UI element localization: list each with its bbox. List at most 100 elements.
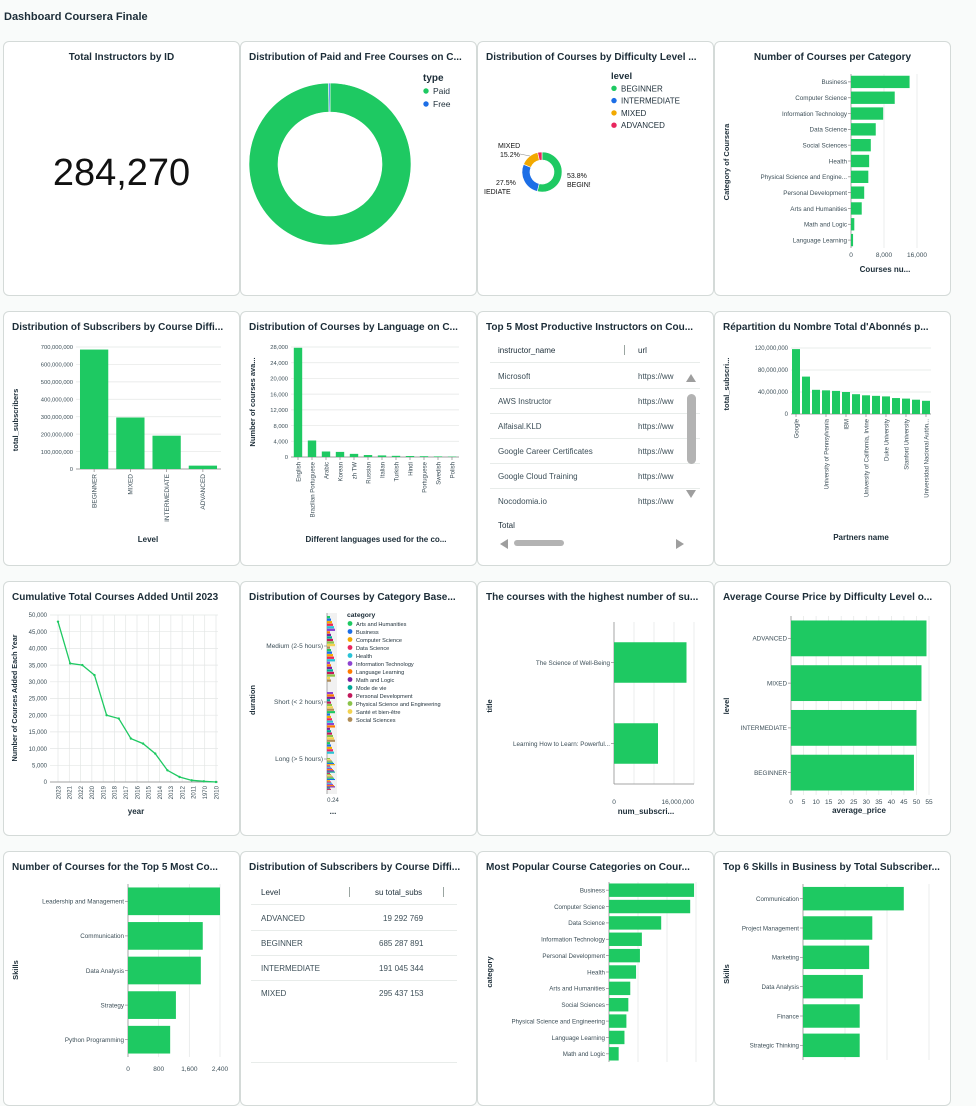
bar[interactable]: [322, 452, 330, 458]
stacked-bar-segment[interactable]: [327, 699, 330, 701]
stacked-bar-segment[interactable]: [327, 659, 335, 661]
bar[interactable]: [294, 348, 302, 457]
card-business-skills[interactable]: Top 6 Skills in Business by Total Subscr…: [714, 851, 951, 1106]
data-point[interactable]: [57, 620, 59, 622]
bar[interactable]: [434, 456, 442, 457]
bar[interactable]: [350, 454, 358, 457]
stacked-bar-segment[interactable]: [327, 723, 334, 725]
stacked-bar-segment[interactable]: [327, 702, 331, 704]
stacked-bar-segment[interactable]: [327, 779, 335, 780]
stacked-bar-segment[interactable]: [327, 662, 330, 664]
bar[interactable]: [609, 1047, 619, 1060]
scroll-thumb[interactable]: [687, 394, 696, 464]
bar[interactable]: [803, 916, 872, 939]
card-partners[interactable]: Répartition du Nombre Total d'Abonnés p.…: [714, 311, 951, 566]
stacked-bar-segment[interactable]: [327, 744, 331, 746]
data-point[interactable]: [190, 779, 192, 781]
difficulty-donut-chart[interactable]: levelBEGINNERINTERMEDIATEMIXEDADVANCEDMI…: [478, 42, 714, 296]
stacked-bar-segment[interactable]: [327, 769, 333, 770]
stacked-bar-segment[interactable]: [327, 770, 334, 771]
data-point[interactable]: [178, 776, 180, 778]
card-language[interactable]: Distribution of Courses by Language on C…: [240, 311, 477, 566]
card-popular-cats[interactable]: Most Popular Course Categories on Cour..…: [477, 851, 714, 1106]
stacked-bar-segment[interactable]: [327, 725, 335, 727]
scroll-thumb[interactable]: [514, 540, 564, 546]
card-difficulty[interactable]: Distribution of Courses by Difficulty Le…: [477, 41, 714, 296]
category-duration-chart[interactable]: Medium (2-5 hours)Short (< 2 hours)Long …: [241, 582, 477, 836]
stacked-bar-segment[interactable]: [327, 764, 335, 765]
bar[interactable]: [128, 1026, 170, 1054]
card-cat-duration[interactable]: Distribution of Courses by Category Base…: [240, 581, 477, 836]
card-paid-free[interactable]: Distribution of Paid and Free Courses on…: [240, 41, 477, 296]
bar[interactable]: [609, 965, 636, 978]
stacked-bar-segment[interactable]: [327, 760, 332, 761]
stacked-bar-segment[interactable]: [327, 654, 333, 656]
stacked-bar-segment[interactable]: [327, 785, 334, 786]
difficulty-slice[interactable]: [524, 152, 540, 167]
bar[interactable]: [822, 390, 830, 414]
bar[interactable]: [128, 887, 220, 915]
stacked-bar-segment[interactable]: [327, 781, 331, 782]
data-point[interactable]: [93, 674, 95, 676]
bar[interactable]: [791, 620, 926, 656]
scroll-up-arrow[interactable]: [686, 374, 696, 382]
bar[interactable]: [609, 998, 628, 1011]
bar[interactable]: [609, 916, 661, 929]
scroll-down-arrow[interactable]: [686, 490, 696, 498]
stacked-bar-segment[interactable]: [327, 747, 332, 749]
bar[interactable]: [803, 975, 863, 998]
stacked-bar-segment[interactable]: [327, 780, 330, 781]
bar[interactable]: [128, 922, 203, 950]
stacked-bar-segment[interactable]: [327, 694, 334, 696]
card-subs-table[interactable]: Distribution of Subscribers by Course Di…: [240, 851, 477, 1106]
bar[interactable]: [420, 456, 428, 457]
stacked-bar-segment[interactable]: [327, 737, 334, 739]
stacked-bar-segment[interactable]: [327, 749, 333, 751]
data-point[interactable]: [203, 780, 205, 782]
bar[interactable]: [803, 1034, 860, 1057]
stacked-bar-segment[interactable]: [327, 759, 331, 760]
stacked-bar-segment[interactable]: [327, 667, 332, 669]
stacked-bar-segment[interactable]: [327, 629, 335, 631]
bar[interactable]: [851, 92, 895, 104]
stacked-bar-segment[interactable]: [327, 718, 332, 720]
bar[interactable]: [851, 123, 876, 135]
stacked-bar-segment[interactable]: [327, 641, 334, 643]
stacked-bar-segment[interactable]: [327, 621, 332, 623]
bar[interactable]: [912, 400, 920, 414]
card-total-instructors[interactable]: Total Instructors by ID 284,270: [3, 41, 240, 296]
stacked-bar-segment[interactable]: [327, 742, 330, 744]
card-avg-price[interactable]: Average Course Price by Difficulty Level…: [714, 581, 951, 836]
bar[interactable]: [802, 377, 810, 414]
bar[interactable]: [128, 991, 176, 1019]
stacked-bar-segment[interactable]: [327, 634, 331, 636]
instructor-url[interactable]: https://ww: [638, 397, 676, 406]
bar[interactable]: [851, 202, 862, 214]
bar[interactable]: [791, 665, 921, 701]
bar[interactable]: [922, 401, 930, 414]
bar[interactable]: [852, 394, 860, 414]
stacked-bar-segment[interactable]: [327, 713, 330, 715]
card-instructors[interactable]: Top 5 Most Productive Instructors on Cou…: [477, 311, 714, 566]
stacked-bar-segment[interactable]: [327, 730, 331, 732]
bar[interactable]: [364, 455, 372, 457]
bar[interactable]: [609, 1014, 626, 1027]
bar[interactable]: [378, 455, 386, 457]
bar[interactable]: [189, 466, 217, 469]
stacked-bar-segment[interactable]: [327, 716, 331, 718]
stacked-bar-segment[interactable]: [327, 758, 330, 759]
card-cumulative[interactable]: Cumulative Total Courses Added Until 202…: [3, 581, 240, 836]
stacked-bar-segment[interactable]: [327, 677, 330, 679]
bar[interactable]: [851, 171, 868, 183]
bar[interactable]: [851, 186, 864, 198]
bar[interactable]: [80, 350, 108, 469]
bar[interactable]: [336, 452, 344, 457]
stacked-bar-segment[interactable]: [327, 789, 331, 790]
